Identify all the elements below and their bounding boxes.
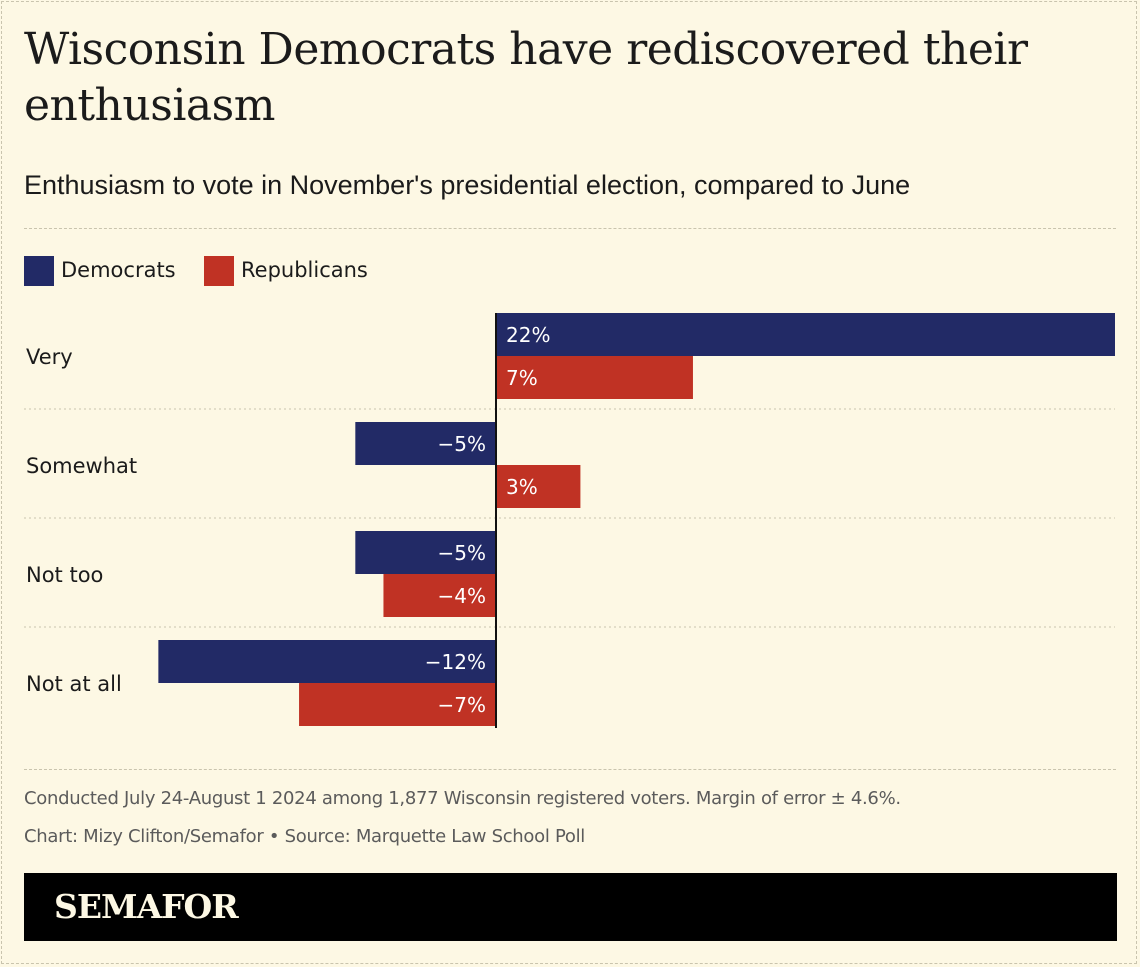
bar-republicans-not-at-all xyxy=(299,683,496,726)
legend-label-republicans: Republicans xyxy=(241,258,368,282)
bar-democrats-very xyxy=(496,313,1115,356)
data-label-democrats-very: 22% xyxy=(506,323,550,347)
data-label-republicans-somewhat: 3% xyxy=(506,475,538,499)
data-label-republicans-very: 7% xyxy=(506,366,538,390)
bar-republicans-somewhat xyxy=(496,465,581,508)
category-label-very: Very xyxy=(26,345,73,369)
bar-democrats-somewhat xyxy=(355,422,496,465)
legend-swatch-republicans xyxy=(204,256,234,286)
chart-title: Wisconsin Democrats have rediscovered th… xyxy=(24,24,1028,131)
legend-label-democrats: Democrats xyxy=(61,258,176,282)
divider-bottom xyxy=(24,769,1116,770)
bar-republicans-not-too xyxy=(383,574,496,617)
chart-subtitle: Enthusiasm to vote in November's preside… xyxy=(24,170,911,200)
methodology-note: Conducted July 24-August 1 2024 among 1,… xyxy=(24,788,901,809)
data-label-democrats-not-too: −5% xyxy=(438,541,487,565)
bar-democrats-not-at-all xyxy=(158,640,496,683)
data-label-democrats-not-at-all: −12% xyxy=(425,650,486,674)
divider-top xyxy=(24,228,1116,229)
data-label-republicans-not-at-all: −7% xyxy=(438,693,487,717)
category-label-not-at-all: Not at all xyxy=(26,672,122,696)
source-credit: Chart: Mizy Clifton/Semafor • Source: Ma… xyxy=(24,826,585,847)
brand-bar: SEMAFOR xyxy=(24,873,1117,941)
semafor-logo: SEMAFOR xyxy=(54,887,239,926)
legend-swatch-democrats xyxy=(24,256,54,286)
bar-republicans-very xyxy=(496,356,693,399)
data-label-democrats-somewhat: −5% xyxy=(438,432,487,456)
data-label-republicans-not-too: −4% xyxy=(438,584,487,608)
bar-chart: Very 22% 7% Somewhat −5% 3% Not too −5% −4% Not a… xyxy=(24,313,1115,728)
bar-democrats-not-too xyxy=(355,531,496,574)
category-label-somewhat: Somewhat xyxy=(26,454,137,478)
category-label-not-too: Not too xyxy=(26,563,103,587)
